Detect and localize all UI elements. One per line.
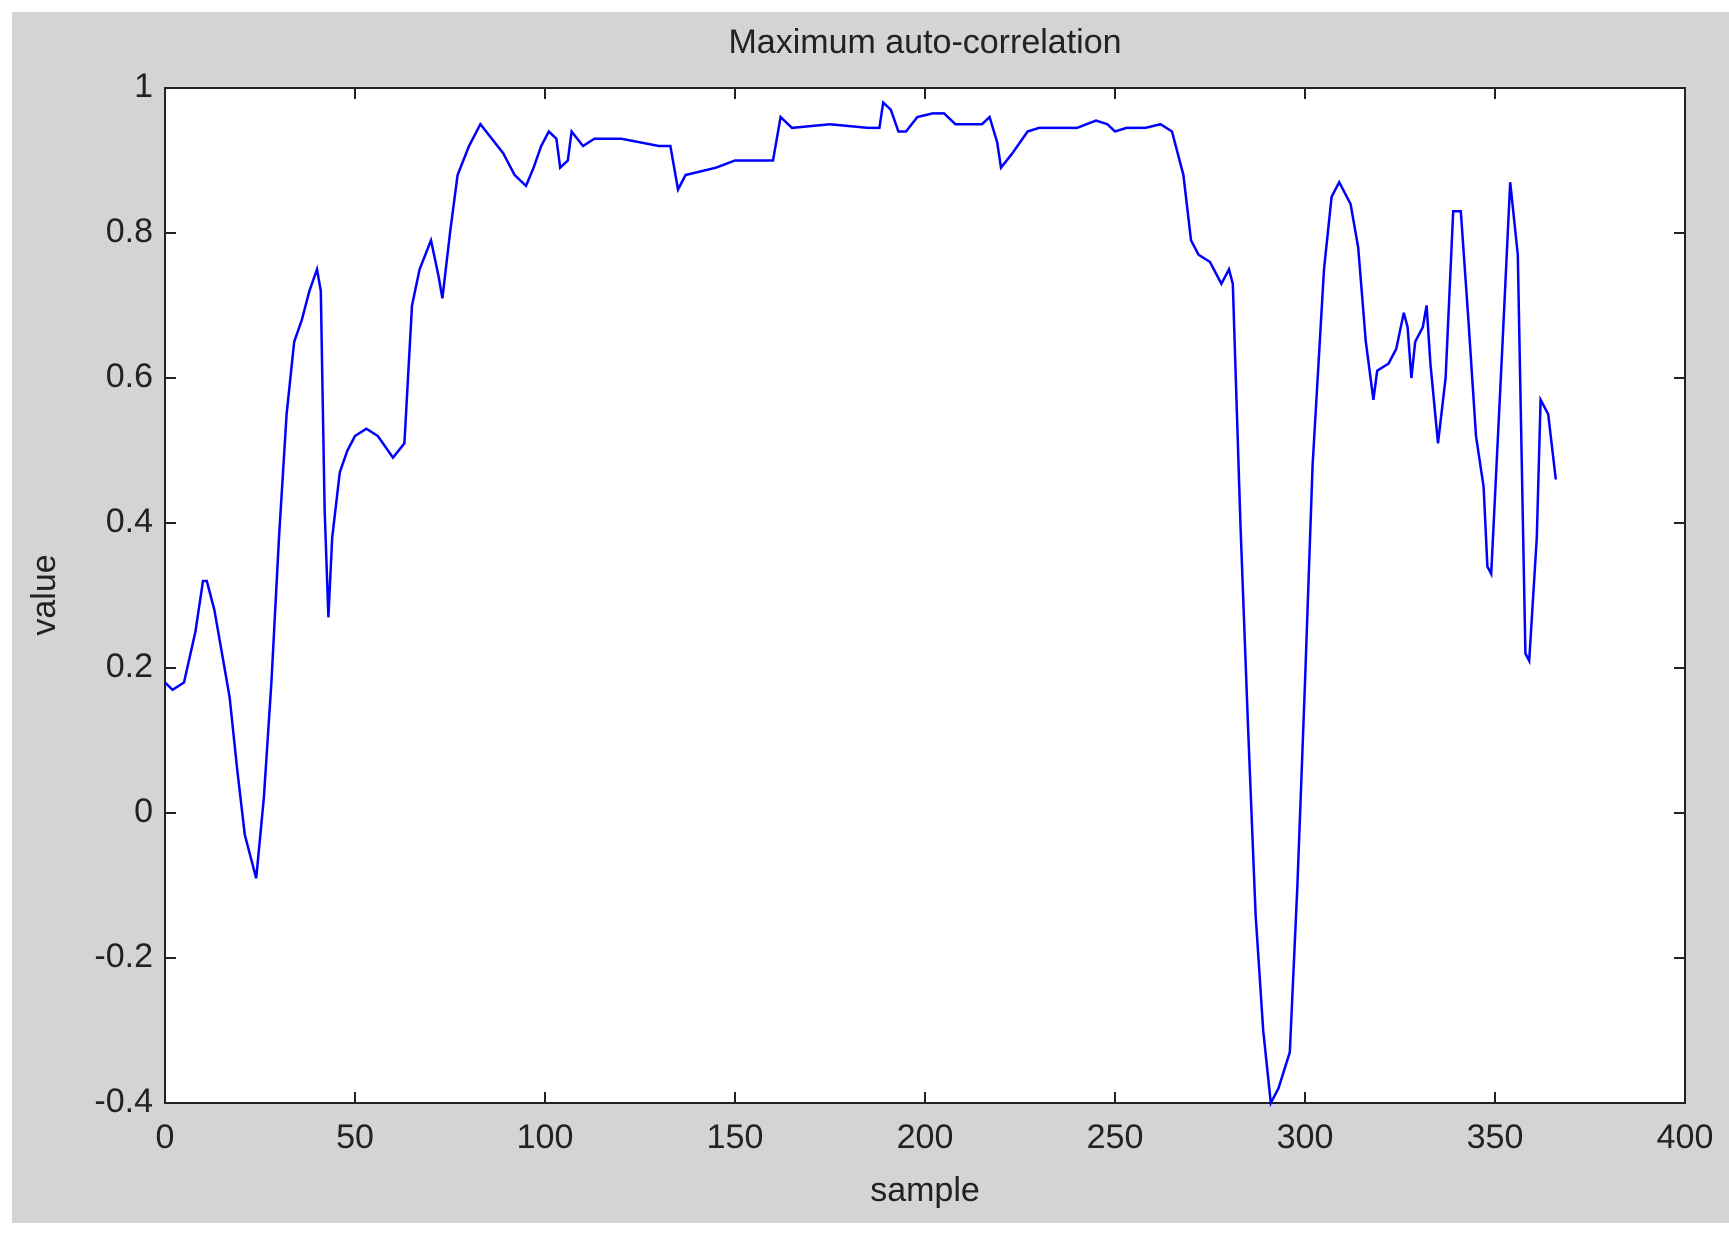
x-tick-label: 200 (897, 1118, 954, 1156)
data-line (164, 99, 1558, 1108)
x-tick-label: 100 (517, 1118, 574, 1156)
plot-area (164, 87, 1686, 1104)
x-tick-label: 350 (1467, 1118, 1524, 1156)
x-tick-label: 50 (336, 1118, 374, 1156)
x-tick-label: 300 (1277, 1118, 1334, 1156)
x-tick-label: 150 (707, 1118, 764, 1156)
chart-title: Maximum auto-correlation (728, 23, 1121, 61)
y-tick-label: 0.4 (106, 502, 153, 540)
y-tick-label: 0.2 (106, 647, 153, 685)
y-tick-label: 0.6 (106, 357, 153, 395)
y-tick-label: 1 (134, 67, 153, 105)
y-tick-label: 0 (134, 792, 153, 830)
y-tick-label: 0.8 (106, 212, 153, 250)
y-tick-label: -0.2 (94, 937, 153, 975)
y-tick-label: -0.4 (94, 1082, 153, 1120)
x-tick-label: 400 (1657, 1118, 1714, 1156)
x-tick-label: 250 (1087, 1118, 1144, 1156)
x-axis-label: sample (870, 1171, 980, 1209)
x-tick-label: 0 (156, 1118, 175, 1156)
y-axis-label: value (25, 554, 63, 635)
